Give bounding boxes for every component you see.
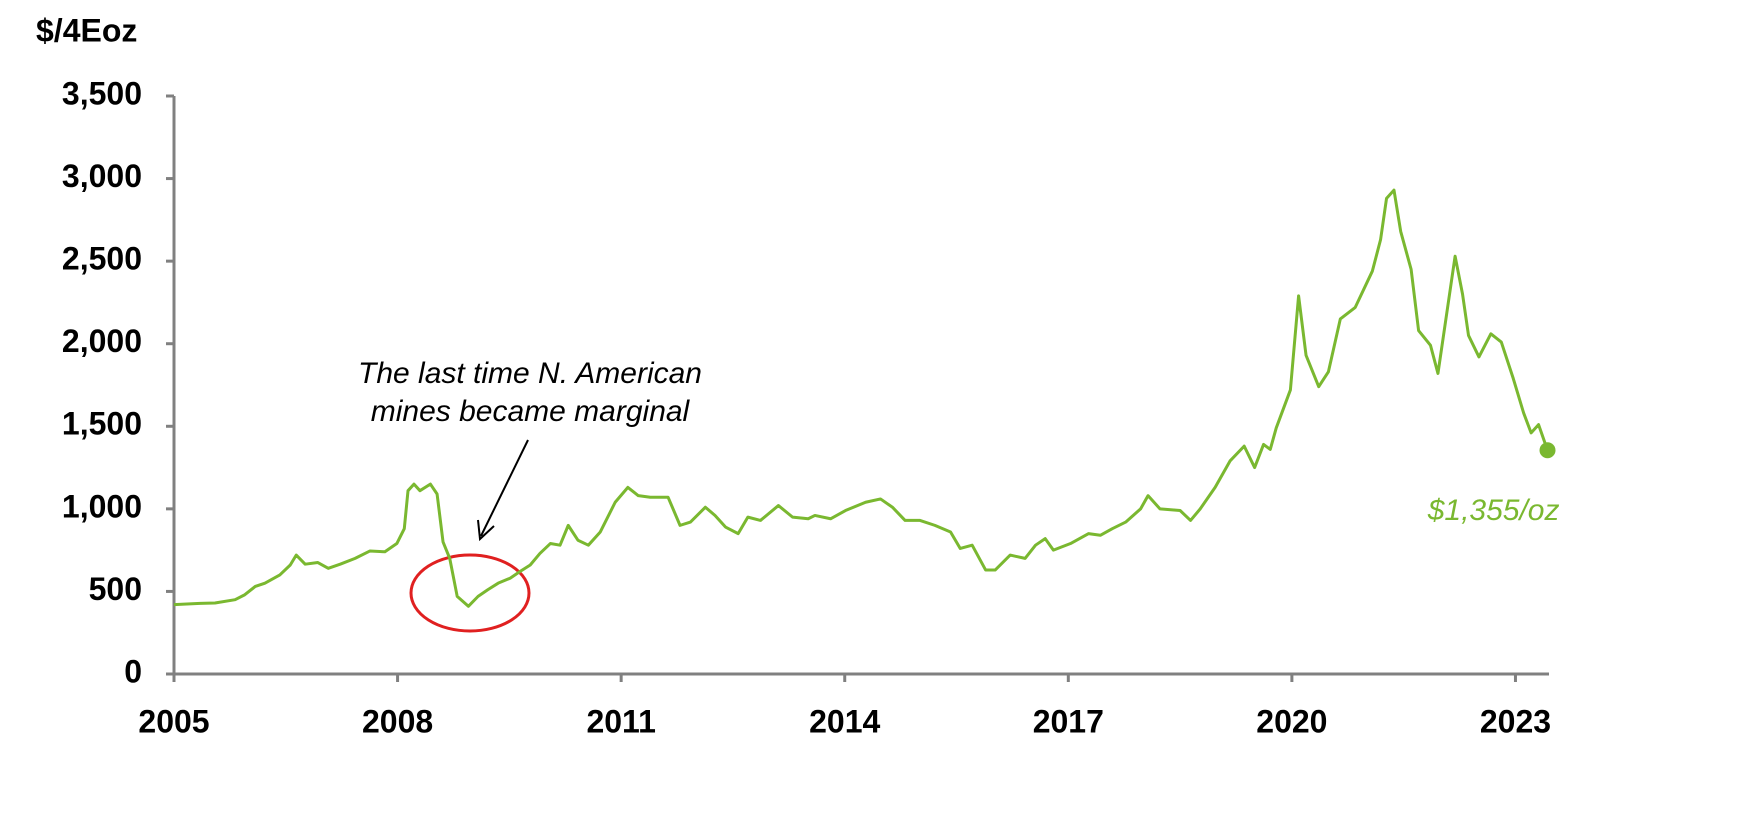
x-tick-label: 2005 xyxy=(138,703,209,739)
end-marker xyxy=(1539,442,1556,459)
y-tick-label: 1,000 xyxy=(62,488,142,524)
y-tick-label: 0 xyxy=(124,653,142,689)
y-tick-label: 3,500 xyxy=(62,75,142,111)
annotation: The last time N. American xyxy=(358,357,702,390)
y-tick-label: 500 xyxy=(89,571,142,607)
x-tick-label: 2020 xyxy=(1256,703,1327,739)
x-tick-label: 2011 xyxy=(586,703,655,739)
x-tick-label: 2017 xyxy=(1033,703,1104,739)
y-tick-label: 2,000 xyxy=(62,323,142,359)
y-tick-label: 3,000 xyxy=(62,158,142,194)
annotation-arrow xyxy=(480,439,529,537)
annotation: mines became marginal xyxy=(371,395,691,428)
x-tick-label: 2014 xyxy=(809,703,880,739)
x-tick-label: 2008 xyxy=(362,703,433,739)
x-tick-label: 2023 xyxy=(1480,703,1551,739)
y-tick-label: 1,500 xyxy=(62,406,142,442)
y-axis-label: $/4Eoz xyxy=(36,12,137,48)
line xyxy=(173,188,1549,608)
end-label: $1,355/oz xyxy=(1427,494,1560,527)
y-tick-label: 2,500 xyxy=(62,241,142,277)
arrow-head xyxy=(477,519,495,542)
highlight-ellipse xyxy=(409,553,531,633)
